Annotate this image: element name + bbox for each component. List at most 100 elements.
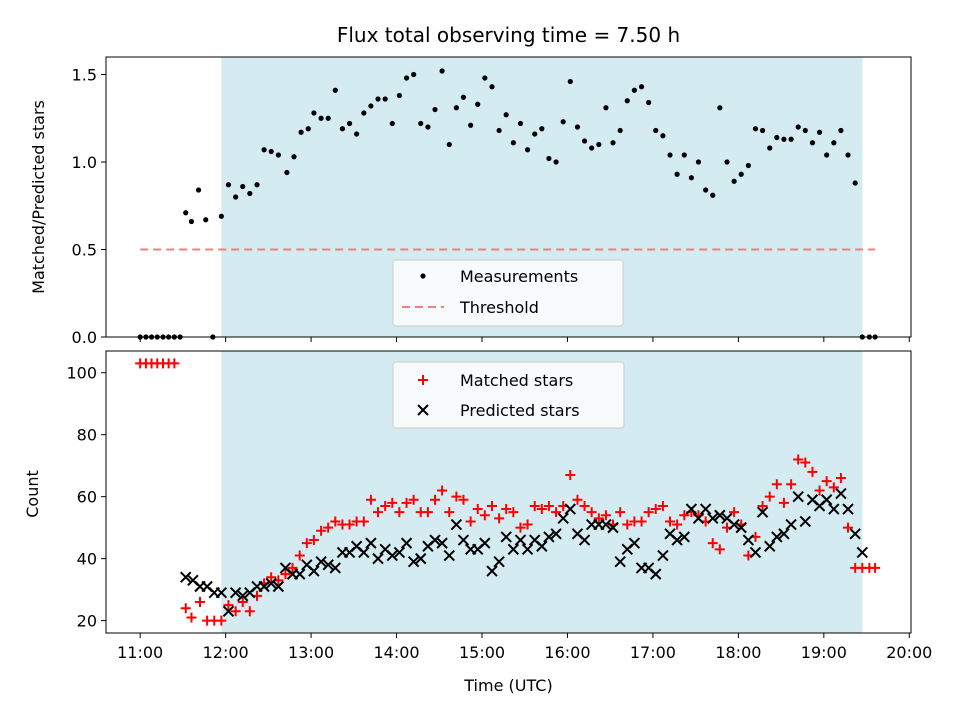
matched-stars-point bbox=[565, 469, 576, 480]
measurement-point bbox=[589, 145, 595, 151]
measurement-point bbox=[710, 192, 716, 198]
predicted-stars-point bbox=[849, 528, 861, 540]
measurement-point bbox=[268, 148, 274, 155]
measurement-point bbox=[717, 105, 723, 111]
matched-stars-point bbox=[707, 538, 718, 549]
predicted-stars-point bbox=[322, 559, 334, 571]
measurement-point bbox=[389, 120, 395, 127]
top-panel: 0.0 0.5 1.0 1.5 Measurements Threshold bbox=[72, 56, 912, 347]
measurement-point bbox=[539, 126, 545, 132]
predicted-stars-point bbox=[500, 531, 512, 543]
measurement-point bbox=[724, 159, 730, 165]
top-axes-frame bbox=[105, 56, 912, 338]
measurement-point bbox=[596, 141, 602, 148]
measurement-point bbox=[240, 183, 246, 190]
predicted-stars-point bbox=[215, 587, 228, 599]
predicted-stars-point bbox=[450, 518, 463, 531]
matched-stars-point bbox=[472, 504, 483, 515]
legend-measurements-label: Measurements bbox=[460, 267, 578, 286]
measurement-point bbox=[254, 182, 260, 188]
predicted-stars-point bbox=[229, 587, 242, 599]
matched-stars-point bbox=[487, 500, 498, 511]
matched-stars-point bbox=[223, 600, 234, 611]
matched-stars-point bbox=[287, 562, 298, 573]
measurement-point bbox=[759, 127, 766, 134]
matched-stars-point bbox=[778, 497, 789, 508]
predicted-stars-point bbox=[479, 537, 491, 549]
measurement-point bbox=[311, 110, 317, 116]
top-legend: Measurements Threshold bbox=[392, 259, 624, 327]
predicted-stars-point bbox=[657, 549, 669, 562]
measurement-point bbox=[688, 175, 694, 181]
measurement-point bbox=[567, 78, 573, 85]
matched-stars-point bbox=[508, 507, 519, 518]
measurement-point bbox=[795, 124, 801, 130]
measurement-point bbox=[382, 96, 388, 102]
measurement-point bbox=[617, 127, 623, 134]
predicted-stars-point bbox=[671, 534, 683, 546]
measurement-point bbox=[660, 133, 666, 139]
matched-stars-point bbox=[458, 494, 469, 505]
matched-stars-point bbox=[216, 615, 227, 626]
predicted-stars-point bbox=[400, 537, 413, 549]
top-y-tick-label: 1.5 bbox=[72, 66, 97, 85]
predicted-stars-point bbox=[294, 568, 306, 580]
predicted-stars-point bbox=[714, 509, 726, 521]
matched-stars-point bbox=[401, 497, 412, 508]
predicted-stars-point bbox=[678, 531, 690, 543]
measurement-point bbox=[667, 152, 673, 158]
x-tick-label: 18:00 bbox=[715, 643, 761, 662]
predicted-stars-point bbox=[308, 565, 320, 577]
measurement-point bbox=[203, 217, 209, 223]
measurement-point bbox=[560, 119, 566, 125]
predicted-stars-point bbox=[393, 546, 406, 559]
predicted-stars-point bbox=[457, 534, 470, 546]
measurement-point bbox=[646, 99, 652, 106]
bottom-y-tick-label: 20 bbox=[77, 612, 97, 631]
matched-stars-point bbox=[451, 491, 462, 502]
predicted-stars-point bbox=[792, 490, 804, 503]
predicted-stars-point bbox=[778, 528, 790, 540]
predicted-stars-point bbox=[564, 503, 576, 515]
bottom-y-tick-label: 80 bbox=[77, 426, 97, 445]
matched-stars-point bbox=[529, 500, 540, 511]
measurement-point bbox=[603, 105, 609, 111]
matched-stars-point bbox=[821, 476, 832, 487]
measurement-point bbox=[802, 127, 808, 134]
matched-stars-point bbox=[280, 569, 291, 580]
measurement-point bbox=[233, 194, 239, 200]
matched-stars-point bbox=[657, 500, 668, 511]
matched-stars-point bbox=[807, 466, 818, 477]
matched-stars-point bbox=[186, 612, 197, 623]
measurement-point bbox=[439, 68, 445, 74]
measurement-point bbox=[738, 171, 744, 177]
matched-stars-point bbox=[465, 516, 476, 527]
measurement-point bbox=[368, 103, 374, 109]
top-legend-box bbox=[392, 259, 624, 327]
matched-stars-point bbox=[793, 454, 804, 465]
measurement-point bbox=[816, 129, 823, 135]
matched-stars-point bbox=[515, 522, 526, 533]
matched-stars-point bbox=[479, 510, 490, 521]
predicted-stars-point bbox=[799, 515, 811, 528]
matched-stars-point bbox=[536, 504, 547, 515]
measurement-point bbox=[453, 105, 459, 111]
bottom-panel: 20 40 60 80 100 11:00 12:00 13:00 14:00 15:00 16:0… bbox=[66, 350, 932, 662]
predicted-stars-point bbox=[692, 512, 705, 525]
matched-stars-point bbox=[501, 504, 512, 515]
matched-stars-point bbox=[828, 482, 839, 493]
predicted-stars-point bbox=[315, 556, 327, 568]
matched-stars-point bbox=[301, 538, 312, 549]
matched-stars-point bbox=[843, 522, 854, 533]
matched-stars-point bbox=[344, 519, 355, 530]
bottom-series-predicted-stars bbox=[180, 487, 868, 618]
predicted-stars-point bbox=[685, 503, 698, 515]
bottom-legend: Matched stars Predicted stars bbox=[392, 361, 625, 429]
measurement-point bbox=[489, 84, 495, 90]
x-tick-label: 19:00 bbox=[801, 643, 847, 662]
measurement-point bbox=[305, 126, 311, 132]
measurement-point bbox=[831, 140, 837, 146]
predicted-stars-point bbox=[407, 556, 420, 568]
measurement-point bbox=[425, 124, 431, 130]
measurement-point bbox=[332, 87, 338, 93]
